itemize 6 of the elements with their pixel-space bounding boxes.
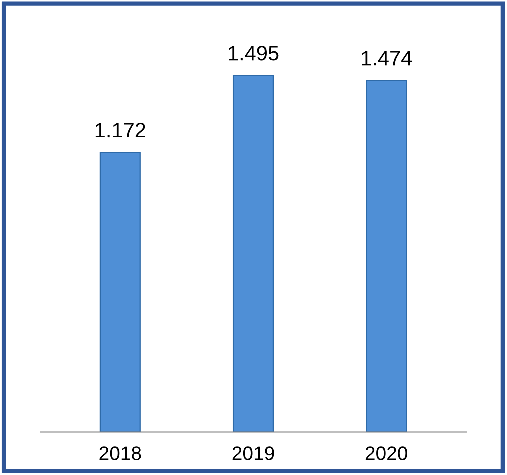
x-tick-label: 2018 <box>100 446 142 460</box>
data-label: 1.474 <box>362 51 412 66</box>
x-tick-label: 2020 <box>366 446 408 460</box>
data-label: 1.495 <box>229 46 279 61</box>
x-tick-label: 2019 <box>232 446 274 460</box>
data-label: 1.172 <box>96 122 146 138</box>
